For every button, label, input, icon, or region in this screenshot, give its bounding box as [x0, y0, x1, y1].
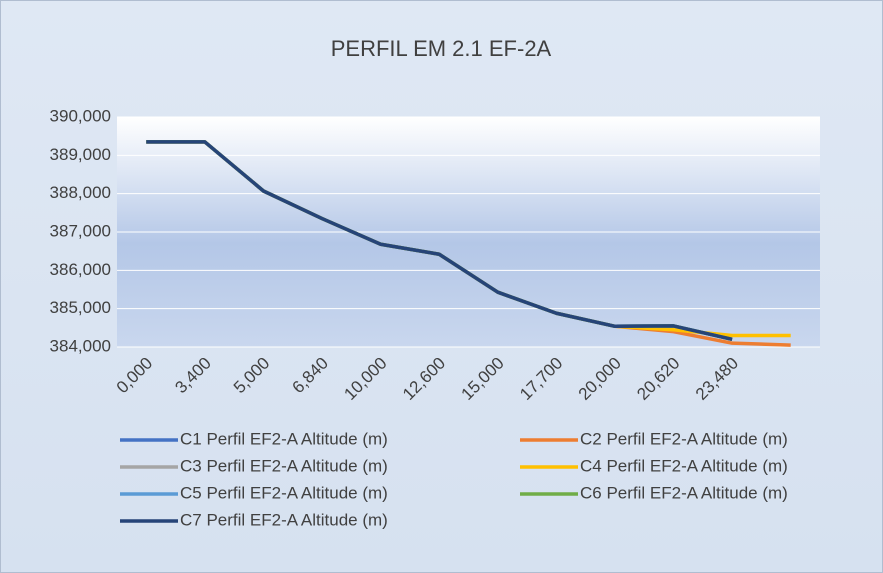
legend-label: C5 Perfil EF2-A Altitude (m)	[180, 483, 388, 502]
y-tick-label: 389,000	[50, 145, 111, 164]
chart-title: PERFIL EM 2.1 EF-2A	[331, 36, 552, 61]
legend-label: C4 Perfil EF2-A Altitude (m)	[580, 456, 788, 475]
y-tick-label: 386,000	[50, 260, 111, 279]
legend-label: C2 Perfil EF2-A Altitude (m)	[580, 429, 788, 448]
legend-label: C6 Perfil EF2-A Altitude (m)	[580, 483, 788, 502]
series-line	[146, 140, 733, 342]
y-tick-label: 385,000	[50, 298, 111, 317]
legend-label: C7 Perfil EF2-A Altitude (m)	[180, 510, 388, 529]
y-tick-label: 390,000	[50, 106, 111, 125]
y-tick-label: 384,000	[50, 336, 111, 355]
y-tick-label: 388,000	[50, 183, 111, 202]
legend-label: C1 Perfil EF2-A Altitude (m)	[180, 429, 388, 448]
y-tick-label: 387,000	[50, 221, 111, 240]
legend-label: C3 Perfil EF2-A Altitude (m)	[180, 456, 388, 475]
